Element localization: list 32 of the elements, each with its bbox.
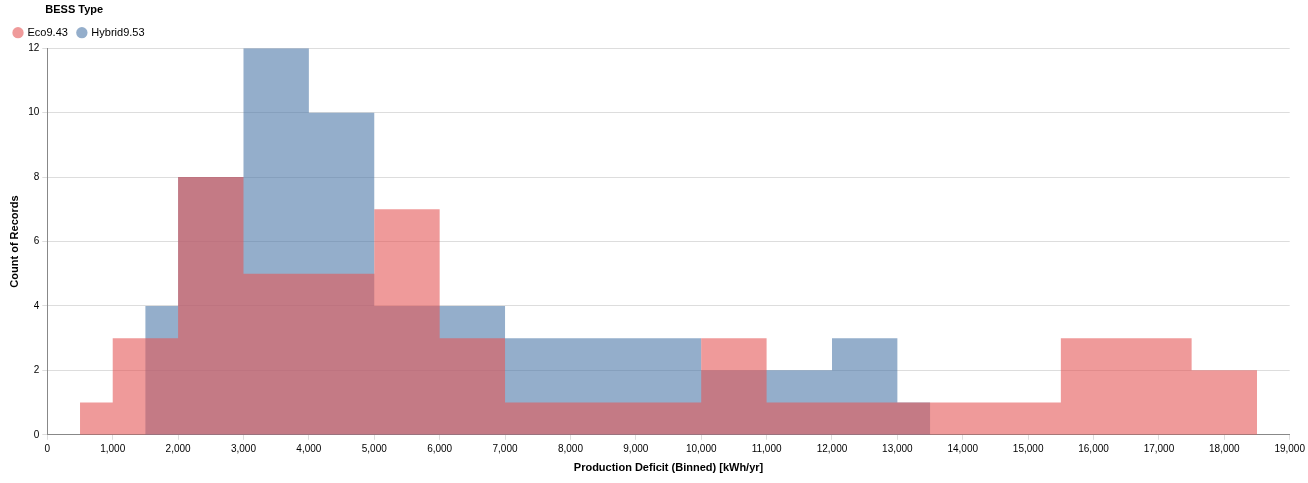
x-tick-label: 2,000 bbox=[165, 442, 192, 454]
x-tick-label: 5,000 bbox=[361, 442, 388, 454]
x-tick-label: 16,000 bbox=[1078, 442, 1110, 454]
y-tick-label: 2 bbox=[33, 364, 40, 376]
x-tick-label: 6,000 bbox=[427, 442, 453, 454]
x-tick-label: 1,000 bbox=[100, 442, 126, 454]
x-tick-label: 8,000 bbox=[557, 442, 584, 454]
x-tick-label: 4,000 bbox=[296, 442, 322, 454]
x-tick-label: 18,000 bbox=[1209, 442, 1241, 454]
x-tick-label: 19,000 bbox=[1274, 442, 1306, 454]
y-tick-label: 8 bbox=[33, 170, 40, 182]
y-axis-title: Count of Records bbox=[7, 195, 20, 288]
x-tick-label: 14,000 bbox=[947, 442, 979, 454]
x-tick-label: 10,000 bbox=[685, 442, 717, 454]
legend-title: BESS Type bbox=[45, 2, 104, 15]
x-tick-label: 7,000 bbox=[492, 442, 518, 454]
x-tick-label: 3,000 bbox=[230, 442, 257, 454]
x-tick-label: 13,000 bbox=[882, 442, 914, 454]
x-axis-title: Production Deficit (Binned) [kWh/yr] bbox=[573, 461, 764, 474]
x-tick-label: 17,000 bbox=[1143, 442, 1175, 454]
x-tick-label: 15,000 bbox=[1012, 442, 1044, 454]
x-tick-label: 11,000 bbox=[751, 442, 782, 454]
x-tick-label: 0 bbox=[44, 442, 51, 454]
x-tick-label: 9,000 bbox=[623, 442, 649, 454]
y-tick-label: 12 bbox=[28, 41, 40, 53]
y-tick-label: 10 bbox=[28, 106, 40, 118]
y-tick-label: 4 bbox=[33, 299, 40, 311]
y-tick-label: 0 bbox=[33, 428, 40, 440]
legend-label: Hybrid9.53 bbox=[91, 25, 145, 38]
x-tick-label: 12,000 bbox=[816, 442, 848, 454]
y-tick-label: 6 bbox=[33, 235, 40, 247]
legend-label: Eco9.43 bbox=[27, 25, 68, 38]
